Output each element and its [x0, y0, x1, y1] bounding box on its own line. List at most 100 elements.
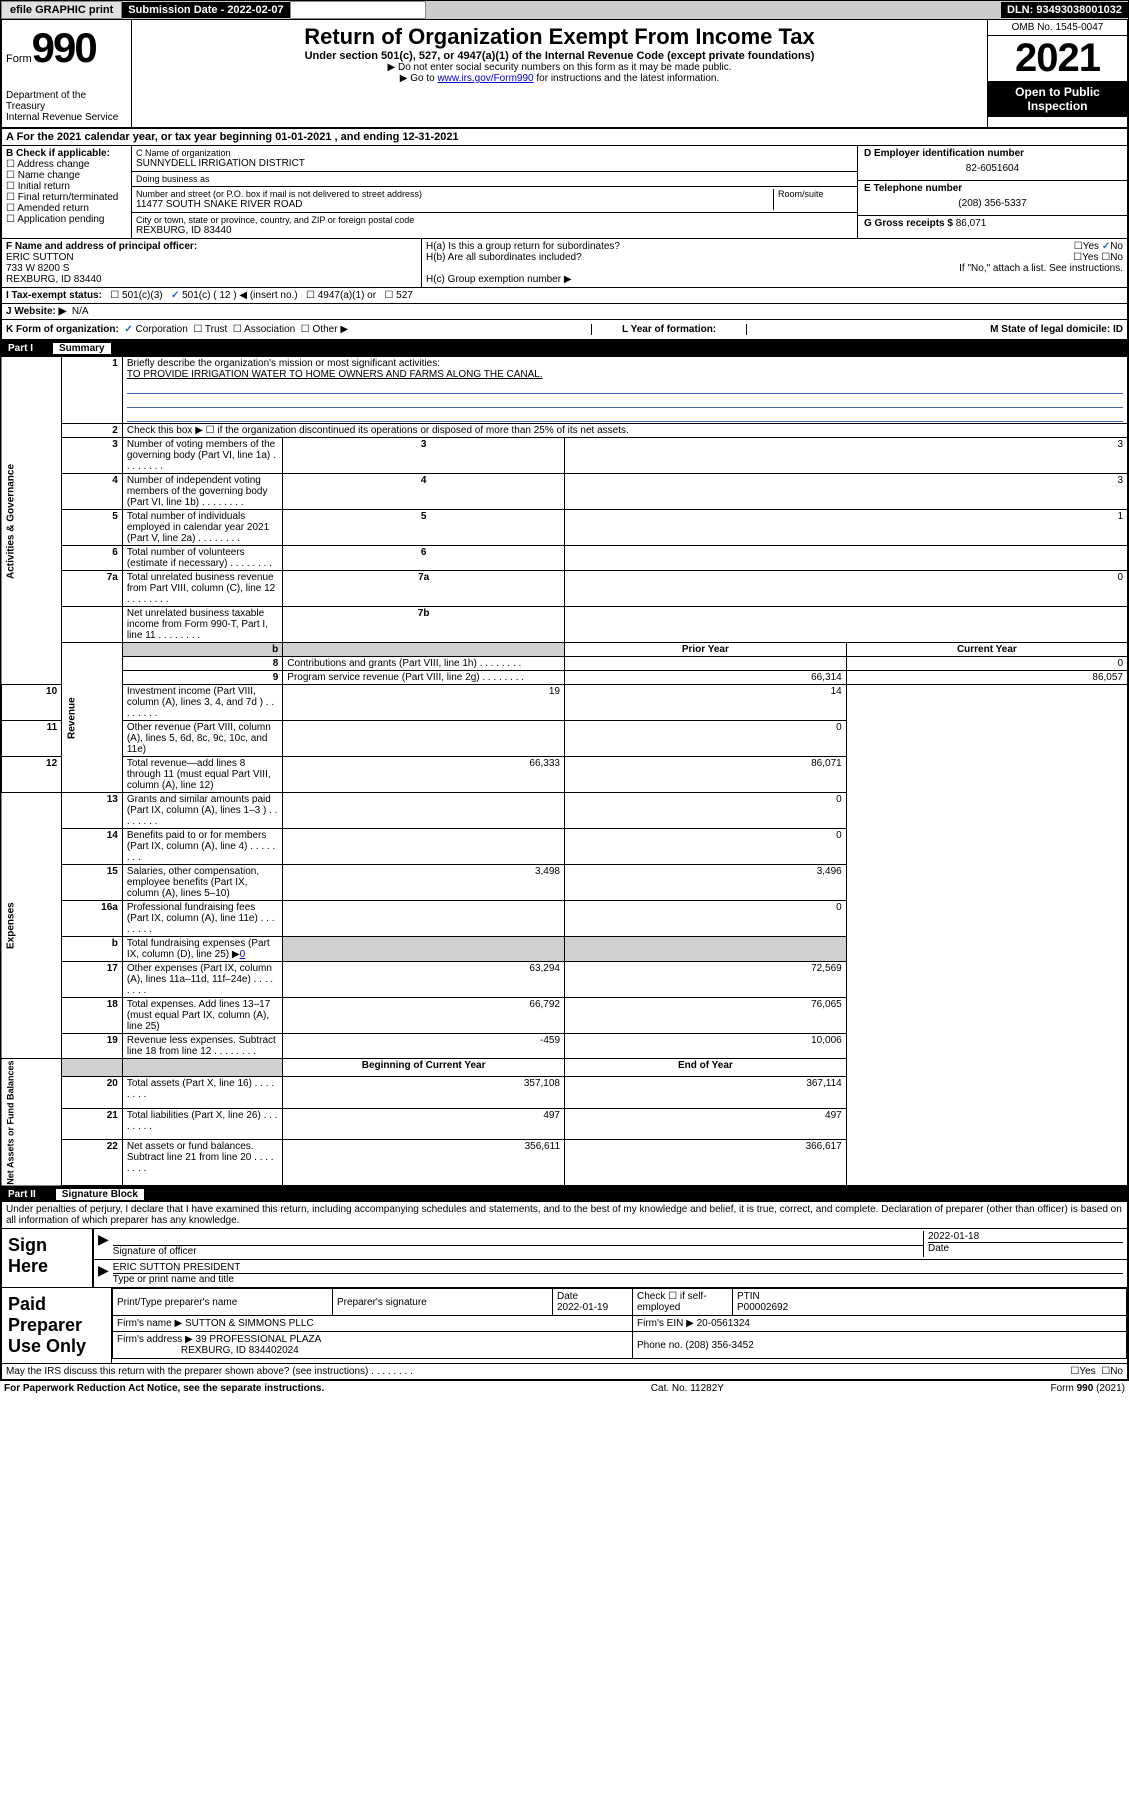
gross-receipts: 86,071: [956, 218, 987, 229]
c16a: 0: [565, 901, 847, 937]
irs-link[interactable]: www.irs.gov/Form990: [437, 73, 533, 84]
omb-number: OMB No. 1545-0047: [988, 20, 1127, 36]
h-c-label: H(c) Group exemption number ▶: [426, 274, 1123, 285]
p14: [283, 829, 565, 865]
q14: Benefits paid to or for members (Part IX…: [127, 830, 275, 863]
q17: Other expenses (Part IX, column (A), lin…: [127, 963, 273, 996]
summary-table: Activities & Governance 1 Briefly descri…: [0, 356, 1129, 1187]
p12: 66,333: [283, 757, 565, 793]
q7b: Net unrelated business taxable income fr…: [127, 608, 268, 641]
note-link: ▶ Go to www.irs.gov/Form990 for instruct…: [136, 73, 983, 84]
q2: Check this box ▶ ☐ if the organization d…: [122, 424, 1128, 438]
q11: Other revenue (Part VIII, column (A), li…: [127, 722, 271, 755]
c13: 0: [565, 793, 847, 829]
chk-name-change[interactable]: ☐ Name change: [6, 170, 127, 181]
arrow-icon: ▶: [98, 1231, 109, 1257]
p15: 3,498: [283, 865, 565, 901]
chk-application-pending[interactable]: ☐ Application pending: [6, 214, 127, 225]
may-irs-discuss: May the IRS discuss this return with the…: [6, 1366, 413, 1377]
prep-name-hdr: Print/Type preparer's name: [113, 1289, 333, 1316]
p17: 63,294: [283, 962, 565, 998]
form-number: 990: [32, 24, 96, 71]
dept-treasury: Department of the Treasury: [6, 90, 127, 112]
q13: Grants and similar amounts paid (Part IX…: [127, 794, 278, 827]
q5: Total number of individuals employed in …: [127, 511, 269, 544]
street: 11477 SOUTH SNAKE RIVER ROAD: [136, 199, 773, 210]
ptin: P00002692: [737, 1302, 788, 1313]
c17: 72,569: [565, 962, 847, 998]
submission-date-spacer: [290, 1, 426, 19]
q3: Number of voting members of the governin…: [127, 439, 276, 472]
officer-label: F Name and address of principal officer:: [6, 241, 417, 252]
room-label: Room/suite: [778, 189, 853, 199]
prior-year-header: Prior Year: [565, 643, 847, 657]
chk-initial-return[interactable]: ☐ Initial return: [6, 181, 127, 192]
submission-date: Submission Date - 2022-02-07: [122, 2, 289, 18]
q18: Total expenses. Add lines 13–17 (must eq…: [127, 999, 270, 1032]
p9: 66,314: [565, 671, 847, 685]
firm-phone: (208) 356-3452: [685, 1340, 753, 1351]
chk-address-change[interactable]: ☐ Address change: [6, 159, 127, 170]
p16a: [283, 901, 565, 937]
efile-print-button[interactable]: efile GRAPHIC print: [1, 1, 122, 19]
p21: 497: [283, 1108, 565, 1140]
c22: 366,617: [565, 1140, 847, 1186]
q22: Net assets or fund balances. Subtract li…: [127, 1141, 274, 1174]
q20: Total assets (Part X, line 16): [127, 1078, 274, 1100]
prep-date: 2022-01-19: [557, 1302, 608, 1313]
officer-addr1: 733 W 8200 S: [6, 263, 417, 274]
q9: Program service revenue (Part VIII, line…: [287, 672, 524, 683]
signature-block: Under penalties of perjury, I declare th…: [0, 1202, 1129, 1381]
q12: Total revenue—add lines 8 through 11 (mu…: [127, 758, 271, 791]
c18: 76,065: [565, 998, 847, 1034]
q4: Number of independent voting members of …: [127, 475, 268, 508]
irs-label: Internal Revenue Service: [6, 112, 127, 123]
date-label: Date: [928, 1242, 1123, 1254]
p11: [283, 721, 565, 757]
c21: 497: [565, 1108, 847, 1140]
perjury-declaration: Under penalties of perjury, I declare th…: [2, 1202, 1127, 1228]
dba-label: Doing business as: [136, 174, 853, 184]
firm-addr2: REXBURG, ID 834402024: [181, 1345, 299, 1356]
p20: 357,108: [283, 1076, 565, 1108]
line-a: A For the 2021 calendar year, or tax yea…: [2, 129, 1127, 146]
v5: 1: [565, 510, 1129, 546]
q10: Investment income (Part VIII, column (A)…: [127, 686, 274, 719]
q1-answer: TO PROVIDE IRRIGATION WATER TO HOME OWNE…: [127, 369, 543, 380]
prep-self-employed: Check ☐ if self-employed: [633, 1289, 733, 1316]
ein-label: D Employer identification number: [864, 148, 1121, 159]
form-word: Form: [6, 53, 32, 65]
tax-year: 2021: [988, 36, 1127, 81]
state-domicile: M State of legal domicile: ID: [990, 324, 1123, 335]
v6: [565, 546, 1129, 571]
q16a: Professional fundraising fees (Part IX, …: [127, 902, 275, 935]
sig-officer-label: Signature of officer: [113, 1245, 923, 1257]
top-bar: efile GRAPHIC print Submission Date - 20…: [0, 0, 1129, 20]
arrow-icon: ▶: [98, 1262, 109, 1285]
part-2-header: Part II Signature Block: [0, 1187, 1129, 1202]
phone: (208) 356-5337: [864, 194, 1121, 213]
q15: Salaries, other compensation, employee b…: [127, 866, 259, 899]
officer-name: ERIC SUTTON: [6, 252, 417, 263]
current-year-header: Current Year: [846, 643, 1128, 657]
p10: 19: [283, 685, 565, 721]
pra-notice: For Paperwork Reduction Act Notice, see …: [4, 1383, 324, 1394]
chk-amended-return[interactable]: ☐ Amended return: [6, 203, 127, 214]
part-1-header: Part I Summary: [0, 341, 1129, 356]
q7a: Total unrelated business revenue from Pa…: [127, 572, 275, 605]
v3: 3: [565, 438, 1129, 474]
open-to-public: Open to Public Inspection: [988, 81, 1127, 117]
chk-final-return[interactable]: ☐ Final return/terminated: [6, 192, 127, 203]
p13: [283, 793, 565, 829]
c9: 86,057: [846, 671, 1128, 685]
v4: 3: [565, 474, 1129, 510]
eoy-header: End of Year: [565, 1059, 847, 1077]
form-subtitle: Under section 501(c), 527, or 4947(a)(1)…: [136, 50, 983, 62]
gross-receipts-label: G Gross receipts $: [864, 218, 953, 229]
org-name: SUNNYDELL IRRIGATION DISTRICT: [136, 158, 853, 169]
c19: 10,006: [565, 1034, 847, 1059]
ein: 82-6051604: [864, 159, 1121, 178]
paid-preparer-label: Paid Preparer Use Only: [2, 1288, 112, 1363]
c15: 3,496: [565, 865, 847, 901]
c14: 0: [565, 829, 847, 865]
